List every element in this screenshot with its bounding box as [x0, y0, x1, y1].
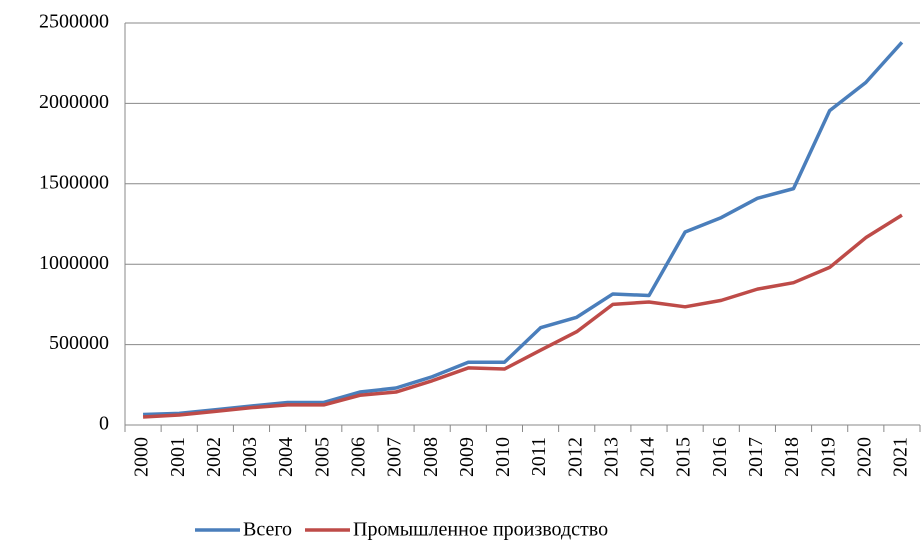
x-tick-label: 2018	[781, 437, 803, 477]
x-tick-label: 2005	[311, 437, 333, 477]
x-tick-label: 2011	[528, 437, 550, 476]
x-tick-label: 2003	[239, 437, 261, 477]
x-tick-label: 2021	[890, 437, 912, 477]
x-tick-label: 2006	[347, 437, 369, 477]
y-tick-label: 0	[99, 413, 109, 435]
y-tick-label: 2000000	[39, 91, 109, 113]
x-tick-label: 2002	[203, 437, 225, 477]
legend-label: Всего	[243, 519, 292, 541]
x-tick-label: 2016	[709, 437, 731, 477]
y-tick-label: 500000	[49, 332, 109, 354]
y-tick-label: 1000000	[39, 252, 109, 274]
x-tick-label: 2008	[420, 437, 442, 477]
x-tick-label: 2015	[673, 437, 695, 477]
x-tick-label: 2007	[384, 437, 406, 477]
x-tick-label: 2001	[167, 437, 189, 477]
x-tick-label: 2009	[456, 437, 478, 477]
series-line	[143, 41, 904, 417]
x-tick-label: 2012	[564, 437, 586, 477]
legend-label: Промышленное производство	[353, 519, 608, 541]
y-tick-label: 2500000	[39, 11, 109, 33]
x-tick-label: 2019	[817, 437, 839, 477]
x-tick-label: 2004	[275, 437, 297, 477]
y-tick-label: 1500000	[39, 171, 109, 193]
x-tick-label: 2013	[600, 437, 622, 477]
x-tick-label: 2014	[637, 437, 659, 477]
x-tick-label: 2020	[853, 437, 875, 477]
x-tick-label: 2017	[745, 437, 767, 477]
x-tick-label: 2010	[492, 437, 514, 477]
series-line	[142, 213, 903, 419]
x-tick-label: 2000	[131, 437, 153, 477]
